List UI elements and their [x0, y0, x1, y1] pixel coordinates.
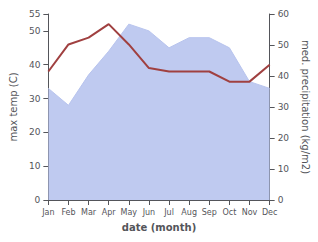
svg-text:date (month): date (month): [122, 222, 196, 233]
svg-text:10: 10: [29, 161, 41, 171]
svg-text:60: 60: [278, 9, 290, 19]
svg-text:20: 20: [278, 133, 290, 143]
svg-text:Sep: Sep: [202, 208, 217, 217]
svg-text:10: 10: [278, 164, 290, 174]
svg-text:Oct: Oct: [222, 208, 236, 217]
svg-text:Apr: Apr: [102, 208, 117, 217]
svg-text:40: 40: [29, 60, 41, 70]
svg-text:20: 20: [29, 127, 41, 137]
svg-text:Aug: Aug: [181, 208, 197, 217]
svg-text:55: 55: [29, 9, 40, 19]
svg-text:50: 50: [278, 40, 290, 50]
svg-text:30: 30: [278, 102, 290, 112]
svg-text:40: 40: [278, 71, 290, 81]
svg-text:Jul: Jul: [163, 208, 174, 217]
svg-text:Feb: Feb: [61, 208, 75, 217]
svg-text:50: 50: [29, 26, 41, 36]
svg-text:Jun: Jun: [142, 208, 156, 217]
svg-text:Nov: Nov: [242, 208, 258, 217]
svg-text:30: 30: [29, 94, 41, 104]
svg-text:0: 0: [278, 195, 284, 205]
svg-text:Jan: Jan: [41, 208, 54, 217]
svg-text:May: May: [121, 208, 138, 217]
svg-text:max temp (C): max temp (C): [8, 72, 19, 141]
svg-text:Mar: Mar: [81, 208, 97, 217]
svg-text:med. precipitation (kg/m2): med. precipitation (kg/m2): [300, 40, 311, 174]
svg-text:0: 0: [35, 195, 41, 205]
svg-text:Dec: Dec: [262, 208, 277, 217]
